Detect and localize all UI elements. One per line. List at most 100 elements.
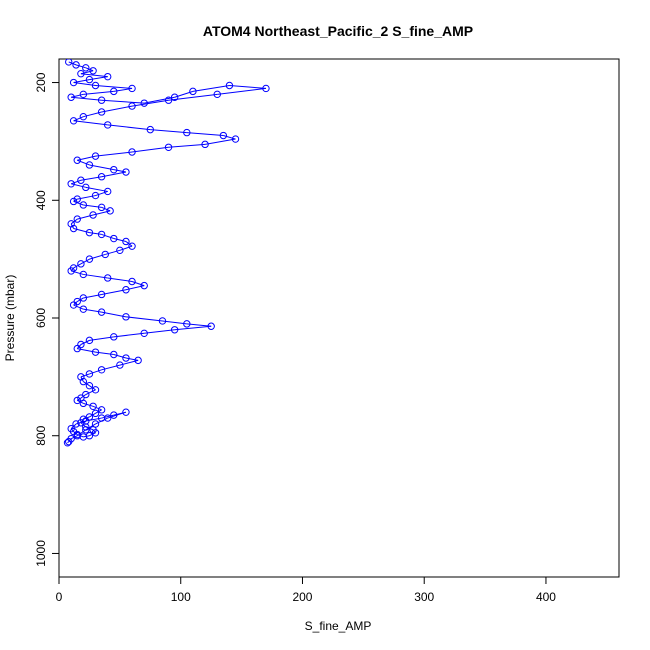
series-segment (113, 354, 127, 359)
chart-title: ATOM4 Northeast_Pacific_2 S_fine_AMP (203, 23, 473, 39)
y-tick-label: 200 (34, 72, 48, 92)
series-points (63, 59, 270, 447)
data-point (183, 128, 191, 137)
data-point (69, 197, 78, 206)
data-point (77, 340, 85, 349)
series-segment (92, 405, 102, 411)
plot-frame (58, 58, 620, 578)
data-point (97, 366, 106, 374)
series-segment (95, 151, 133, 157)
series-segment (80, 258, 90, 265)
series-segment (192, 84, 230, 92)
data-point (79, 305, 88, 313)
series-segment (101, 206, 111, 212)
series-segment (162, 320, 187, 325)
series-segment (85, 67, 94, 72)
data-point (69, 78, 78, 87)
data-point (69, 117, 78, 125)
series-segment (89, 164, 114, 171)
data-point (97, 108, 106, 116)
data-point (110, 165, 118, 174)
series-segment (83, 90, 114, 95)
data-point (134, 356, 142, 365)
x-tick-label: 400 (536, 590, 556, 604)
series-segment (89, 369, 102, 375)
data-point (82, 183, 90, 192)
data-point (140, 99, 148, 107)
data-point (128, 84, 136, 93)
series-segment (80, 70, 94, 75)
data-point (85, 228, 94, 237)
series-segment (83, 273, 108, 279)
data-point (231, 135, 240, 143)
data-point (213, 90, 221, 99)
data-point (219, 131, 228, 140)
series-segment (168, 93, 218, 101)
series-segment (89, 232, 102, 235)
data-point (91, 191, 100, 200)
data-point (67, 424, 75, 433)
data-point (89, 211, 97, 219)
series-segment (89, 336, 114, 341)
data-point (110, 234, 118, 243)
series-segment (77, 159, 90, 166)
series-segment (125, 357, 139, 361)
data-point (128, 277, 136, 286)
series-segment (85, 426, 94, 431)
series-segment (76, 429, 87, 437)
series-segment (71, 179, 82, 185)
data-point (65, 437, 73, 446)
series-segment (113, 238, 127, 242)
series-segment (217, 87, 267, 95)
data-point (97, 230, 106, 239)
data-point (85, 75, 94, 84)
data-point (63, 439, 72, 447)
series-segment (73, 304, 84, 310)
data-point (82, 426, 90, 434)
data-point (103, 121, 112, 129)
data-point (207, 322, 215, 330)
series-segment (71, 96, 102, 101)
y-tick-label: 800 (34, 425, 48, 445)
data-point (122, 286, 130, 294)
data-point (72, 61, 80, 69)
series-segment (71, 183, 86, 188)
data-point (85, 370, 94, 378)
data-point (91, 409, 100, 418)
data-point (103, 72, 112, 81)
data-point (97, 406, 106, 414)
y-tick-label: 1000 (34, 540, 48, 567)
data-point (262, 84, 270, 93)
series-segment (80, 339, 90, 345)
data-point (158, 317, 167, 325)
series-segment (83, 402, 94, 407)
data-point (82, 390, 90, 399)
data-point (91, 429, 100, 437)
data-point (67, 267, 75, 275)
data-point (106, 207, 114, 215)
data-point (73, 432, 81, 440)
series-line (67, 61, 267, 444)
data-point (82, 64, 90, 72)
data-point (122, 168, 130, 176)
data-point (73, 344, 81, 353)
data-point (225, 81, 234, 90)
data-point (89, 67, 97, 75)
series-segment (113, 169, 127, 173)
data-point (69, 224, 78, 233)
x-tick-label: 200 (292, 590, 312, 604)
data-point (85, 336, 94, 345)
data-point (140, 329, 148, 338)
data-point (97, 96, 106, 104)
series-segment (131, 99, 169, 107)
data-point (101, 250, 109, 259)
data-point (67, 180, 75, 188)
data-point (69, 301, 78, 309)
data-point (140, 281, 148, 290)
series-segment (71, 93, 84, 98)
data-point (116, 361, 124, 369)
series-segment (76, 344, 82, 349)
y-axis: 200 400 600 800 1000 (34, 72, 59, 567)
series-segment (73, 116, 84, 122)
series-segment (73, 301, 78, 306)
